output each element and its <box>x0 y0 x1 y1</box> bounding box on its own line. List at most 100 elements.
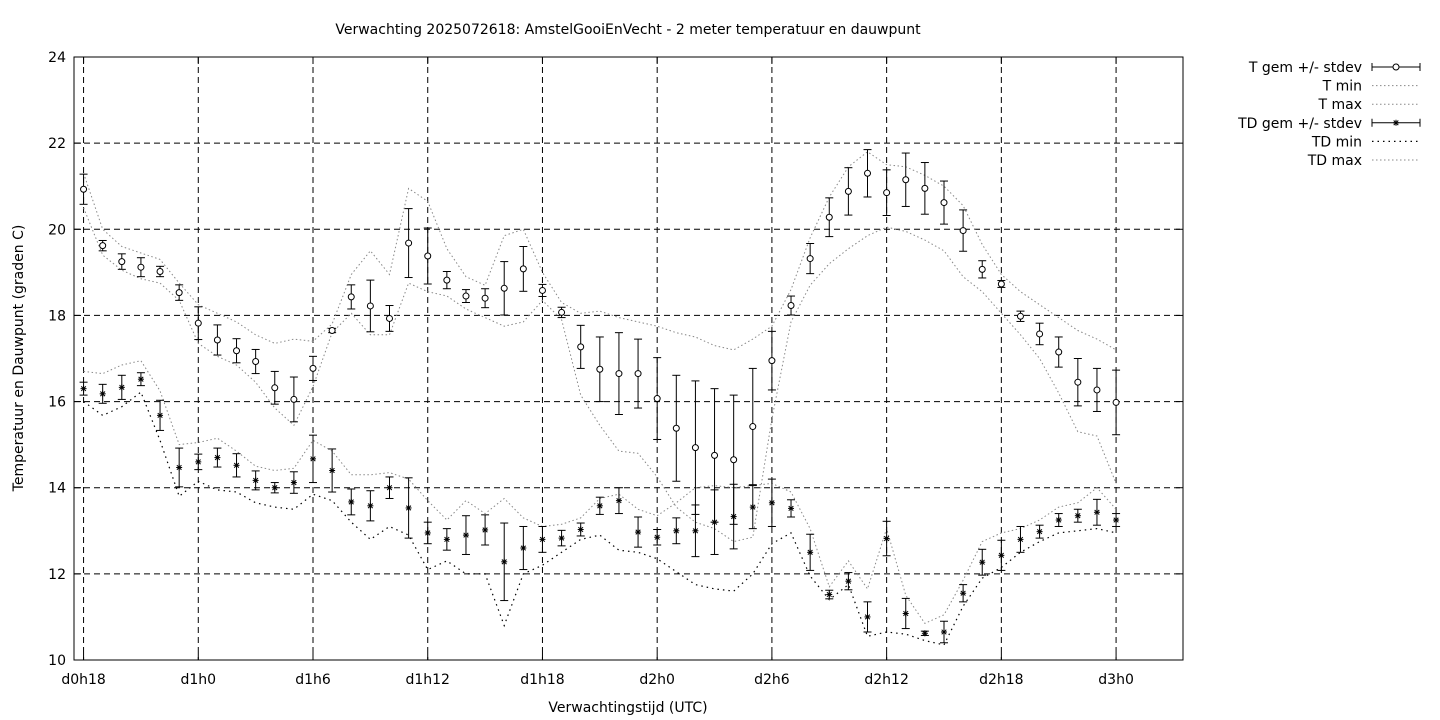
y-tick-label: 20 <box>48 222 66 238</box>
y-axis-label: Temperatuur en Dauwpunt (graden C) <box>11 225 27 493</box>
data-point-td <box>252 477 259 484</box>
data-point-td <box>635 529 642 536</box>
data-point-t <box>385 314 393 322</box>
data-point-t <box>749 423 757 431</box>
markers <box>80 169 1120 637</box>
data-point-td <box>673 527 680 534</box>
data-point-td <box>768 499 775 506</box>
data-point-t <box>864 169 872 177</box>
data-point-td <box>730 513 737 520</box>
legend-label: TD gem +/- stdev <box>1237 116 1362 132</box>
data-point-td <box>596 502 603 509</box>
data-point-t <box>711 451 719 459</box>
y-tick-label: 18 <box>48 308 66 324</box>
data-point-t <box>443 276 451 284</box>
data-point-td <box>1093 509 1100 516</box>
data-point-td <box>979 559 986 566</box>
legend-label: T min <box>1322 79 1362 95</box>
data-point-td <box>176 464 183 471</box>
data-point-td <box>367 502 374 509</box>
data-point-t <box>309 364 317 372</box>
data-point-td <box>711 519 718 526</box>
y-tick-label: 24 <box>48 50 66 66</box>
x-tick-label: d1h0 <box>180 672 216 688</box>
data-point-td <box>615 497 622 504</box>
data-point-td <box>443 536 450 543</box>
data-point-td <box>807 549 814 556</box>
data-point-td <box>99 390 106 397</box>
data-point-td <box>940 629 947 636</box>
data-point-t <box>596 365 604 373</box>
plot-frame <box>73 56 1184 661</box>
data-point-t <box>978 265 986 273</box>
data-point-td <box>310 455 317 462</box>
data-point-t <box>405 239 413 247</box>
data-point-td <box>654 534 661 541</box>
legend-label: T max <box>1317 97 1362 113</box>
data-point-td <box>1036 528 1043 535</box>
data-point-td <box>788 505 795 512</box>
data-point-t <box>1112 398 1120 406</box>
data-point-t <box>883 189 891 197</box>
data-point-t <box>80 185 88 193</box>
data-point-td <box>290 479 297 486</box>
data-point-t <box>424 252 432 260</box>
data-point-td <box>845 578 852 585</box>
x-tick-label: d1h6 <box>295 672 331 688</box>
legend-label: TD min <box>1311 134 1362 150</box>
series-line-t-max <box>83 151 1117 351</box>
data-point-td <box>692 527 699 534</box>
x-axis-label: Verwachtingstijd (UTC) <box>548 700 707 716</box>
y-tick-label: 16 <box>48 395 66 411</box>
data-point-td <box>577 526 584 533</box>
data-point-td <box>1017 536 1024 543</box>
y-tick-label: 10 <box>48 653 66 669</box>
y-tick-label: 22 <box>48 136 66 152</box>
data-point-td <box>482 526 489 533</box>
data-point-t <box>1036 330 1044 338</box>
data-point-t <box>462 292 470 300</box>
x-tick-label: d3h0 <box>1098 672 1134 688</box>
data-point-t <box>271 384 279 392</box>
chart-title: Verwachting 2025072618: AmstelGooiEnVech… <box>335 22 921 38</box>
data-point-t <box>787 302 795 310</box>
data-point-t <box>213 336 221 344</box>
data-point-td <box>386 484 393 491</box>
data-point-td <box>271 484 278 491</box>
data-point-t <box>768 357 776 365</box>
grid <box>74 57 1183 660</box>
data-point-t <box>844 187 852 195</box>
data-point-td <box>864 613 871 620</box>
data-point-td <box>960 590 967 597</box>
data-point-td <box>405 504 412 511</box>
data-point-t <box>634 370 642 378</box>
data-point-t <box>118 258 126 266</box>
data-point-t <box>1055 348 1063 356</box>
data-point-t <box>730 456 738 464</box>
data-point-td <box>520 545 527 552</box>
data-point-t <box>558 308 566 316</box>
data-point-t <box>940 199 948 207</box>
data-point-td <box>921 630 928 637</box>
data-point-td <box>539 536 546 543</box>
data-point-t <box>500 284 508 292</box>
data-point-t <box>99 242 107 250</box>
data-point-t <box>672 424 680 432</box>
x-tick-label: d1h18 <box>520 672 564 688</box>
legend-label: T gem +/- stdev <box>1248 60 1362 76</box>
x-tick-label: d0h18 <box>61 672 105 688</box>
data-point-td <box>329 467 336 474</box>
data-point-t <box>1074 378 1082 386</box>
data-point-td <box>902 610 909 617</box>
legend-marker <box>1392 63 1400 71</box>
data-point-td <box>118 384 125 391</box>
data-point-t <box>328 327 336 335</box>
data-point-t <box>1093 386 1101 394</box>
data-point-t <box>194 319 202 327</box>
data-point-td <box>424 529 431 536</box>
error-bars <box>79 149 1121 644</box>
x-tick-label: d2h12 <box>864 672 908 688</box>
data-point-td <box>558 535 565 542</box>
data-point-td <box>214 454 221 461</box>
data-point-t <box>481 294 489 302</box>
